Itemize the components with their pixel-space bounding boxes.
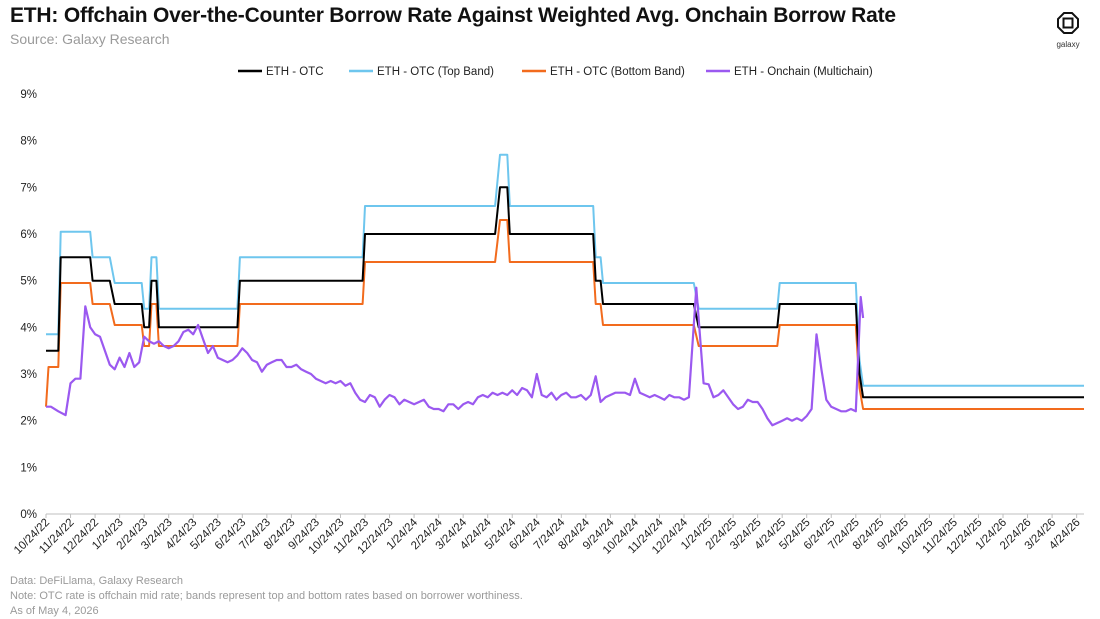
legend-label: ETH - OTC: [266, 66, 324, 78]
y-tick-label: 8%: [20, 136, 37, 148]
footnote-data-source: Data: DeFiLlama, Galaxy Research: [10, 575, 184, 587]
series-line-eth-otc-bottom-band: [45, 219, 1084, 410]
footnotes: Data: DeFiLlama, Galaxy Research Note: O…: [10, 574, 523, 619]
y-tick-label: 4%: [20, 322, 37, 334]
logo-label: galaxy: [1056, 40, 1080, 49]
y-tick-label: 5%: [20, 276, 37, 288]
y-tick-label: 7%: [20, 182, 37, 194]
y-axis: 0% 1% 2% 3% 4% 5% 6% 7% 8% 9%: [20, 89, 37, 521]
series-group: [45, 153, 1084, 427]
legend: ETH - OTC ETH - OTC (Top Band) ETH - OTC (…: [238, 66, 873, 78]
y-tick-label: 1%: [20, 462, 37, 474]
legend-label: ETH - OTC (Top Band): [377, 66, 494, 78]
series-line-eth-onchain: [46, 286, 865, 427]
chart-subtitle: Source: Galaxy Research: [10, 31, 170, 47]
y-tick-label: 2%: [20, 416, 37, 428]
galaxy-logo: galaxy: [1048, 12, 1088, 49]
y-tick-label: 0%: [20, 509, 37, 521]
chart-title: ETH: Offchain Over-the-Counter Borrow Ra…: [10, 4, 896, 27]
x-axis: 10/24/2211/24/2212/24/221/24/232/24/233/…: [12, 513, 1084, 557]
series-line-eth-otc-top-band: [46, 153, 1084, 387]
legend-label: ETH - OTC (Bottom Band): [550, 66, 685, 78]
galaxy-logo-icon: [1057, 12, 1079, 34]
footnote-as-of: As of May 4, 2026: [10, 605, 99, 617]
legend-label: ETH - Onchain (Multichain): [734, 66, 873, 78]
footnote-note: Note: OTC rate is offchain mid rate; ban…: [10, 590, 523, 602]
y-tick-label: 9%: [20, 89, 37, 101]
y-tick-label: 6%: [20, 229, 37, 241]
series-line-eth-otc: [46, 186, 1084, 399]
y-tick-label: 3%: [20, 369, 37, 381]
